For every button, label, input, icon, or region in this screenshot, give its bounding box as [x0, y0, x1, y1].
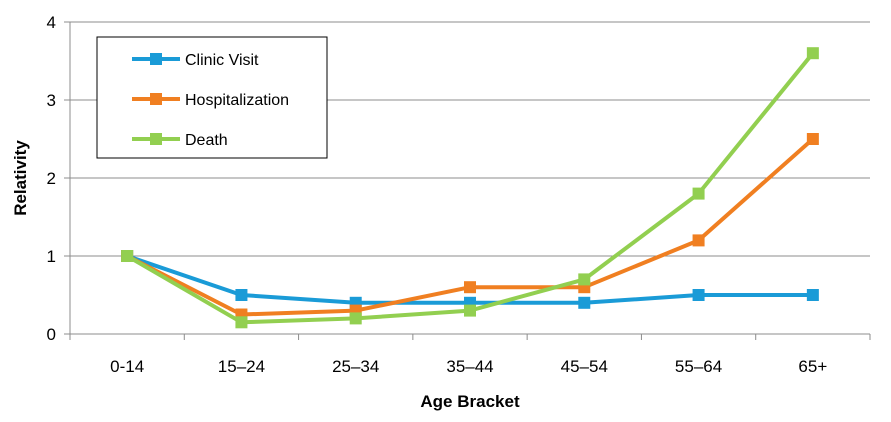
- y-tick-label-3: 3: [47, 91, 56, 110]
- x-axis-title: Age Bracket: [420, 392, 520, 411]
- data-point-1-6: [806, 133, 819, 145]
- data-point-2-2: [349, 312, 362, 325]
- data-point-2-1: [235, 316, 248, 329]
- series-0: [121, 250, 819, 309]
- data-point-0-6: [806, 289, 819, 301]
- y-tick-label-1: 1: [47, 247, 56, 266]
- data-point-2-5: [692, 187, 705, 200]
- y-tick-label-4: 4: [47, 13, 56, 32]
- series-group: [121, 47, 819, 329]
- y-axis-title: Relativity: [11, 140, 30, 216]
- series-2: [121, 47, 819, 329]
- x-tick-label-0: 0-14: [110, 357, 144, 376]
- series-1: [121, 133, 819, 321]
- data-point-1-5: [692, 234, 705, 247]
- data-point-2-0: [121, 250, 134, 262]
- legend-marker-0: [150, 53, 162, 65]
- data-point-1-3: [464, 281, 476, 294]
- axes: 0 1 2 3 4 0-14 15–24 25–34 35–44 45–54 55–64 65+: [47, 13, 871, 376]
- legend-label-2: Death: [185, 132, 228, 149]
- y-tick-label-2: 2: [47, 169, 56, 188]
- series-line-0: [126, 254, 813, 305]
- x-tick-label-1: 15–24: [218, 357, 265, 376]
- data-point-2-6: [806, 47, 819, 60]
- legend-marker-1: [150, 93, 162, 105]
- x-tick-label-3: 35–44: [446, 357, 493, 376]
- data-point-2-4: [578, 273, 591, 286]
- y-tick-label-0: 0: [47, 325, 56, 344]
- x-tick-label-4: 45–54: [561, 357, 608, 376]
- x-tick-label-5: 55–64: [675, 357, 722, 376]
- x-tick-label-6: 65+: [798, 357, 827, 376]
- legend: Clinic Visit Hospitalization Death: [96, 36, 328, 159]
- data-point-0-5: [692, 289, 705, 301]
- legend-label-0: Clinic Visit: [185, 52, 259, 69]
- data-point-2-3: [464, 304, 476, 317]
- data-point-0-1: [235, 289, 248, 301]
- legend-label-1: Hospitalization: [185, 92, 289, 109]
- legend-marker-2: [150, 133, 162, 145]
- data-point-0-4: [578, 296, 591, 309]
- x-tick-label-2: 25–34: [332, 357, 379, 376]
